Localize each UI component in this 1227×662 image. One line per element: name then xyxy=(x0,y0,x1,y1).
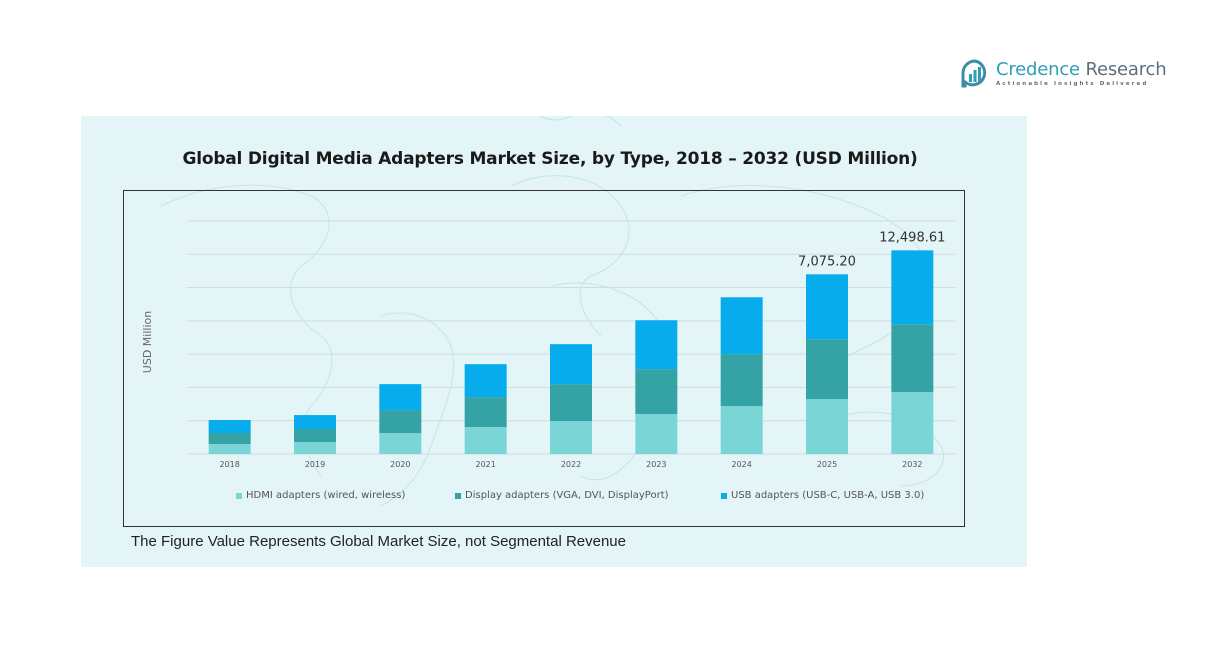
bar-segment-2021-usb xyxy=(464,364,507,398)
bar-segment-2019-hdmi xyxy=(294,442,336,454)
bars xyxy=(208,250,934,454)
legend-item: Display adapters (VGA, DVI, DisplayPort) xyxy=(455,490,669,501)
bar-segment-2023-display xyxy=(635,369,678,415)
chart-legend: HDMI adapters (wired, wireless) Display a… xyxy=(0,490,1227,506)
chart-panel xyxy=(81,116,1027,567)
bar-segment-2018-hdmi xyxy=(208,444,251,454)
y-axis-label: USD Million xyxy=(141,311,154,373)
bar-segment-2023-hdmi xyxy=(635,414,678,454)
chart-title: Global Digital Media Adapters Market Siz… xyxy=(182,149,918,169)
data-labels: 7,075.20 12,498.61 xyxy=(798,230,945,269)
x-tick-label: 2023 xyxy=(646,460,666,469)
bar-segment-2020-usb xyxy=(379,384,422,411)
data-label-2032: 12,498.61 xyxy=(879,230,945,245)
x-tick-label: 2021 xyxy=(475,460,495,469)
legend-item: USB adapters (USB-C, USB-A, USB 3.0) xyxy=(721,490,924,501)
legend-swatch xyxy=(721,492,727,499)
x-tick-labels: 2018 2019 2020 2021 2022 2023 2024 2025 2032 xyxy=(219,460,922,469)
x-tick-label: 2032 xyxy=(902,460,922,469)
x-tick-label: 2020 xyxy=(390,460,410,469)
x-tick-label: 2025 xyxy=(817,460,837,469)
bar-segment-2024-usb xyxy=(720,297,763,355)
bar-segment-2025-display xyxy=(806,339,848,400)
bar-segment-2020-hdmi xyxy=(379,433,422,454)
logo-brand-rest: Research xyxy=(1085,58,1167,80)
bar-chart-logo-icon xyxy=(961,59,987,88)
x-tick-label: 2024 xyxy=(731,460,751,469)
bar-segment-2020-display xyxy=(379,410,422,434)
bar-segment-2021-display xyxy=(464,397,507,428)
plot-frame xyxy=(123,190,965,527)
x-tick-label: 2018 xyxy=(219,460,239,469)
bar-segment-2032-usb xyxy=(891,250,934,325)
legend-label: USB adapters (USB-C, USB-A, USB 3.0) xyxy=(731,490,925,501)
bar-segment-2024-hdmi xyxy=(720,406,763,454)
bar-segment-2018-usb xyxy=(208,420,251,434)
bar-segment-2025-hdmi xyxy=(806,399,848,454)
logo-brand: Credence xyxy=(996,58,1080,80)
x-tick-label: 2019 xyxy=(305,460,325,469)
bar-segment-2024-display xyxy=(720,354,763,407)
bar-segment-2022-display xyxy=(550,384,592,422)
bar-segment-2023-usb xyxy=(635,320,678,370)
credence-research-logo: Credence Research Actionable Insights De… xyxy=(960,58,1167,88)
bar-segment-2019-display xyxy=(294,429,336,443)
world-map-background xyxy=(160,116,944,507)
legend-label: HDMI adapters (wired, wireless) xyxy=(246,490,406,501)
legend-swatch xyxy=(236,492,242,499)
bar-segment-2032-hdmi xyxy=(891,392,934,454)
logo-tagline: Actionable Insights Delivered xyxy=(996,80,1149,87)
bar-segment-2021-hdmi xyxy=(464,427,507,454)
bar-segment-2022-hdmi xyxy=(550,421,592,454)
legend-swatch xyxy=(455,492,461,499)
bar-segment-2019-usb xyxy=(294,415,336,430)
data-label-2025: 7,075.20 xyxy=(798,254,856,269)
bar-segment-2022-usb xyxy=(550,344,592,385)
x-tick-label: 2022 xyxy=(561,460,581,469)
legend-label: Display adapters (VGA, DVI, DisplayPort) xyxy=(465,490,669,501)
legend-item: HDMI adapters (wired, wireless) xyxy=(236,490,405,501)
logo-wordmark: Credence Research xyxy=(996,58,1167,80)
bar-segment-2032-display xyxy=(891,324,934,393)
footnote: The Figure Value Represents Global Marke… xyxy=(131,533,626,550)
bar-segment-2025-usb xyxy=(806,274,848,340)
bar-segment-2018-display xyxy=(208,433,251,445)
